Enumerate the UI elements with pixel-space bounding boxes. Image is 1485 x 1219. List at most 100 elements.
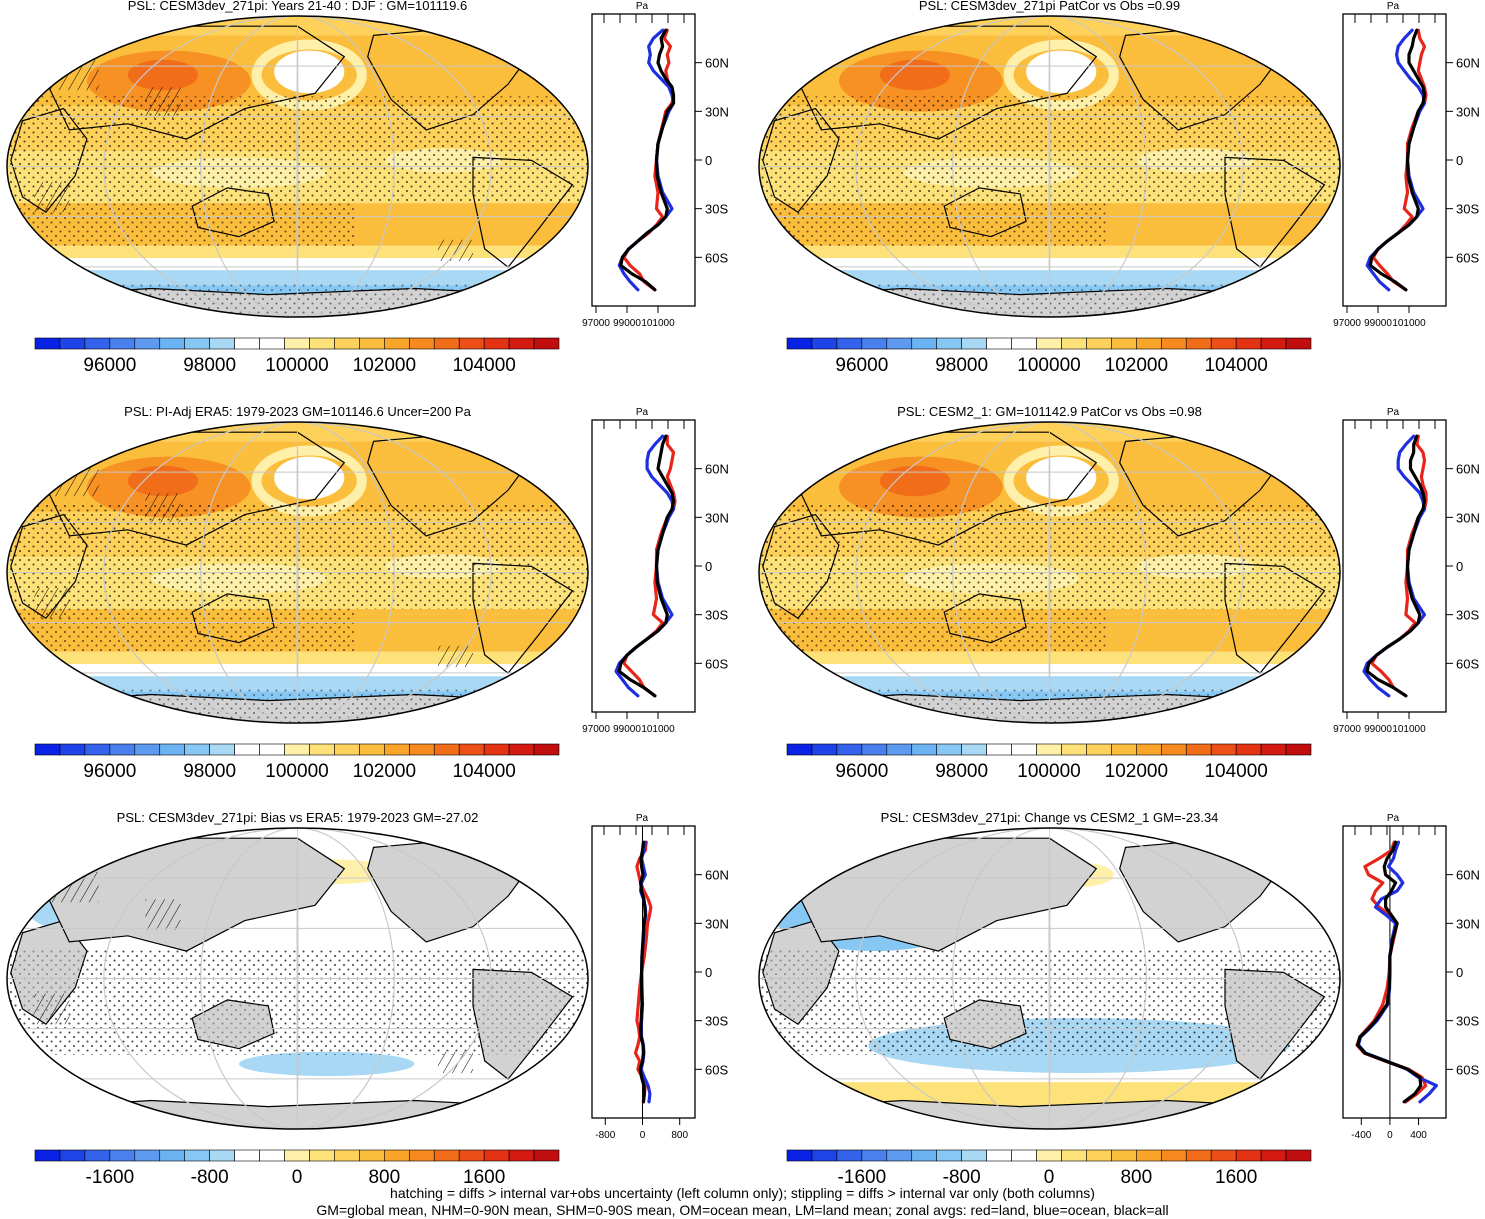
colorbar-swatch [861,743,888,756]
zonal-lat-label: 30N [1456,916,1480,931]
colorbar-swatch [1086,1149,1112,1162]
graticule-meridian [1048,15,1051,317]
colorbar-swatch [234,743,260,756]
zonal-lat-label: 60S [1456,1062,1479,1077]
colorbar-swatch [836,1149,863,1162]
zonal-lat-label: 30N [705,510,729,525]
colorbar-swatch [533,1149,560,1162]
zonal-lat-label: 30N [705,916,729,931]
colorbar-tick-label: 98000 [183,761,236,782]
colorbar-swatch [936,1149,962,1162]
colorbar-tick-label: 96000 [83,761,136,782]
colorbar-tick-label: 102000 [1105,355,1168,376]
zonal-x-label: 400 [1410,1130,1427,1141]
icelandic-low [537,35,589,66]
colorbar-swatch [986,337,1012,350]
aleutian-low [1026,456,1097,500]
zonal-x-label: 99000 [1364,318,1392,329]
hatch-region [437,645,473,668]
zonal-lat-label: 30S [705,1014,728,1029]
continent-outline [785,25,1098,140]
colorbar-swatch [234,337,260,350]
colorbar-6: -1600 -800 0 800 1600 [786,1149,1312,1188]
colorbar-tick-label: 0 [292,1167,303,1188]
hatch-region [437,1051,473,1074]
zonal-lat-label: 60S [1456,250,1479,265]
colorbar-swatch [59,1149,86,1162]
colorbar-swatch [59,743,86,756]
zonal-lat-label: 30S [1456,608,1479,623]
colorbar-2: 96000 98000 100000 102000 104000 [786,337,1312,376]
continent-outline [472,562,574,674]
zonal-panel-5: Pa 60N 30N 0 30S 60S -800 0 800 [591,813,729,1141]
colorbar-swatch [1011,743,1037,756]
colorbar-swatch [961,1149,987,1162]
colorbar-swatch [309,1149,335,1162]
graticule-meridian [200,421,395,724]
colorbar-swatch [384,743,410,756]
footnote-hatching: hatching = diffs > internal var+obs unce… [390,1185,1095,1201]
colorbar-swatch [109,337,136,350]
colorbar-swatch [1086,743,1112,756]
colorbar-tick-label: 102000 [353,355,416,376]
icelandic-low [1289,441,1340,472]
map-frame [6,827,589,1130]
graticule-meridian [855,15,1244,317]
colorbar-swatch [184,337,210,350]
colorbar-swatch [408,743,435,756]
colorbar-swatch [1036,337,1062,350]
colorbar-tick-label: -800 [943,1167,981,1188]
zonal-frame [1342,419,1447,713]
hatch-region [145,493,181,524]
siberian-high-core [879,465,951,497]
colorbar-swatch [109,743,136,756]
zonal-lat-label: 0 [705,965,712,980]
zonal-unit-label: Pa [1387,813,1400,824]
zonal-unit-label: Pa [1387,1,1400,12]
colorbar-swatch [1235,743,1262,756]
colorbar-swatch [458,337,485,350]
zonal-x-label: 101000 [641,724,675,735]
colorbar-swatch [1136,743,1162,756]
panel-title-4: PSL: CESM2_1: GM=101142.9 PatCor vs Obs … [897,404,1202,419]
colorbar-4: 96000 98000 100000 102000 104000 [786,743,1312,782]
colorbar-tick-label: 102000 [353,761,416,782]
map-panel-3 [6,421,589,724]
continent-outline [33,431,346,546]
colorbar-swatch [134,743,161,756]
zonal-x-label: 97000 [1333,724,1361,735]
zonal-lat-label: 30N [1456,510,1480,525]
map-panel-4 [758,421,1341,724]
zonal-lat-label: 60N [1456,462,1480,477]
colorbar-tick-label: 800 [368,1167,400,1188]
colorbar-swatch [84,743,111,756]
continent-outline [785,837,1098,952]
colorbar-3: 96000 98000 100000 102000 104000 [34,743,560,782]
graticule-meridian [103,421,492,724]
colorbar-swatch [159,743,186,756]
colorbar-swatch [1235,337,1262,350]
colorbar-swatch [309,743,335,756]
hatch-region [145,87,181,118]
colorbar-swatch [508,743,535,756]
colorbar-swatch [1061,743,1087,756]
zonal-x-label: 0 [640,1130,646,1141]
colorbar-swatch [886,743,913,756]
colorbar-swatch [234,1149,260,1162]
hatch-region [40,465,99,497]
map-panel-6 [758,827,1341,1130]
colorbar-swatch [1160,743,1187,756]
colorbar-swatch [1235,1149,1262,1162]
colorbar-swatch [936,337,962,350]
colorbar-swatch [1260,1149,1287,1162]
colorbar-tick-label: -1600 [86,1167,135,1188]
zonal-x-label: -800 [595,1130,615,1141]
colorbar-swatch [483,1149,510,1162]
panel-title-6: PSL: CESM3dev_271pi: Change vs CESM2_1 G… [881,810,1219,825]
colorbar-swatch [34,337,61,350]
zonal-x-label: 99000 [1364,724,1392,735]
colorbar-tick-label: 98000 [935,355,988,376]
colorbar-tick-label: -800 [191,1167,229,1188]
colorbar-tick-label: 100000 [1017,761,1080,782]
colorbar-tick-label: 0 [1044,1167,1055,1188]
